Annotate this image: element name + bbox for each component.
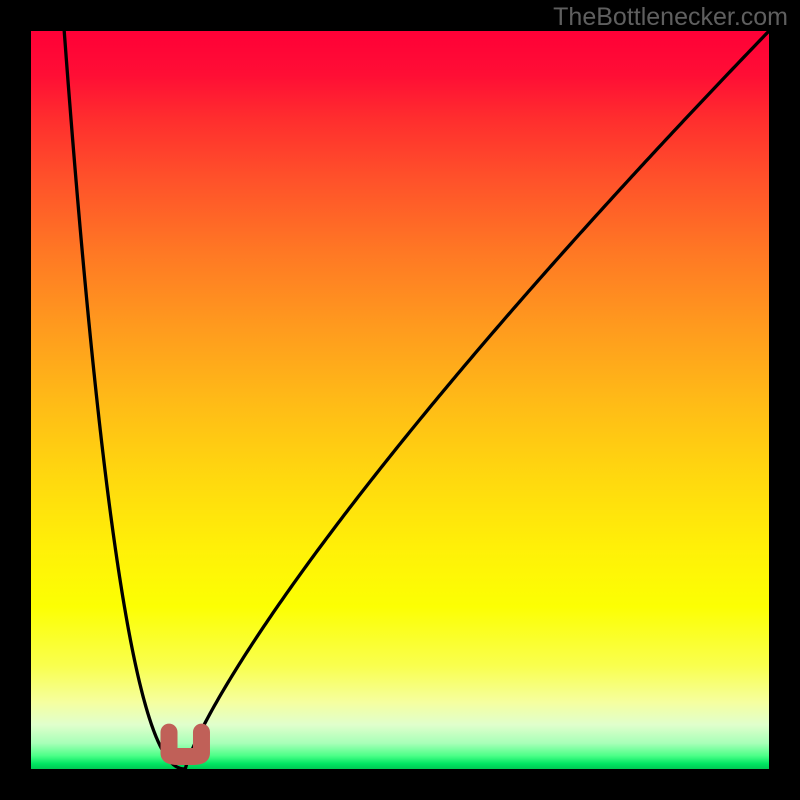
- curve-layer: [31, 31, 769, 769]
- plot-area: [31, 31, 769, 769]
- watermark-text: TheBottlenecker.com: [553, 3, 788, 32]
- valley-marker: [169, 732, 201, 756]
- bottleneck-curve: [57, 31, 769, 769]
- chart-stage: TheBottlenecker.com: [0, 0, 800, 800]
